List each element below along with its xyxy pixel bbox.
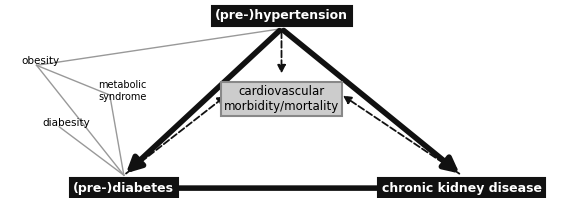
Text: chronic kidney disease: chronic kidney disease: [382, 182, 542, 195]
Text: cardiovascular
morbidity/mortality: cardiovascular morbidity/mortality: [224, 85, 339, 113]
Text: (pre-)diabetes: (pre-)diabetes: [73, 182, 175, 195]
Text: (pre-)hypertension: (pre-)hypertension: [215, 9, 348, 22]
Text: obesity: obesity: [21, 56, 60, 66]
Text: metabolic
syndrome: metabolic syndrome: [99, 80, 147, 102]
Text: diabesity: diabesity: [42, 118, 90, 128]
